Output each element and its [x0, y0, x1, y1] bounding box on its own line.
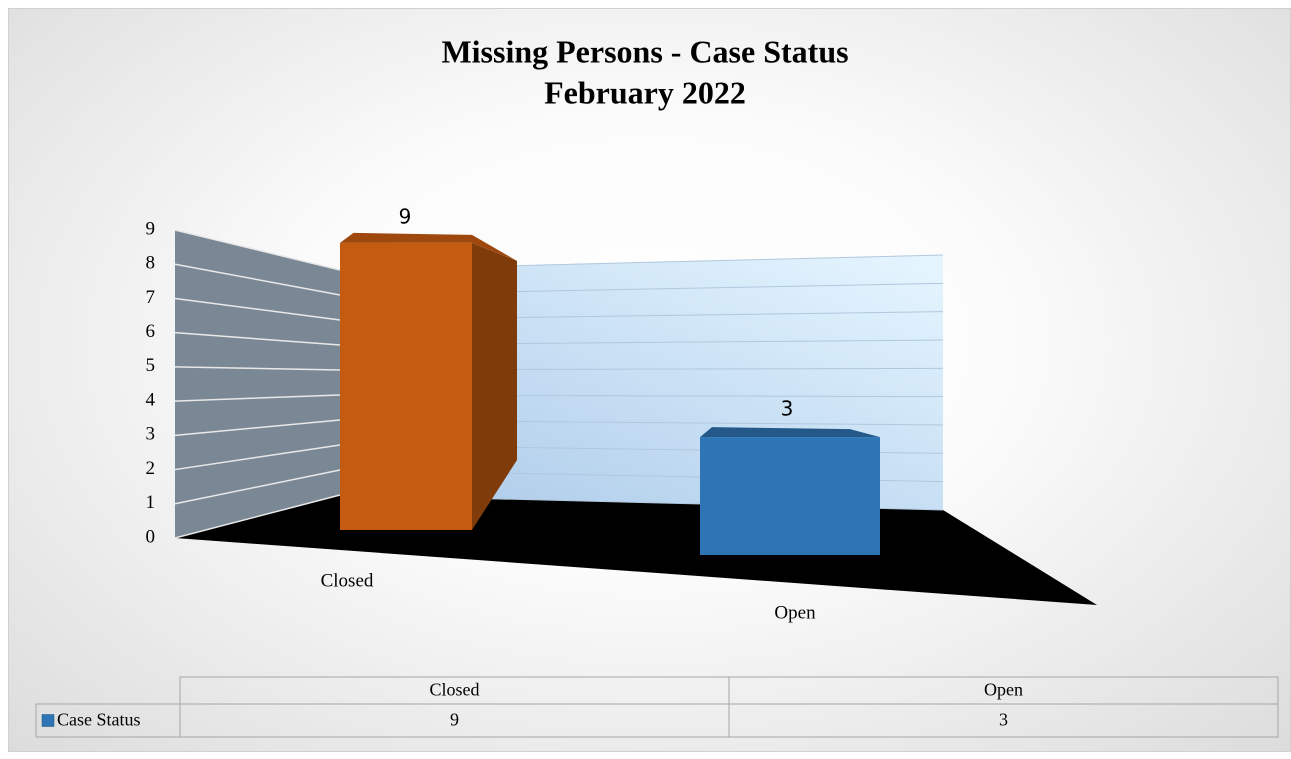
- grid-line: [174, 469, 341, 505]
- bar: [340, 242, 472, 530]
- grid-line: [174, 263, 341, 296]
- grid-line: [174, 331, 341, 346]
- y-tick-label: 7: [146, 287, 156, 308]
- grid-line: [174, 494, 341, 539]
- y-tick-label: 8: [146, 253, 156, 274]
- y-tick-label: 3: [146, 424, 156, 445]
- floor: [175, 495, 1097, 605]
- chart-subtitle: February 2022: [544, 74, 746, 110]
- grid-line: [174, 419, 341, 437]
- table-data-row: [35, 703, 1279, 738]
- y-tick-label: 6: [146, 321, 156, 342]
- legend-label: Case Status: [57, 710, 141, 730]
- y-tick-label: 0: [146, 526, 156, 547]
- data-label: 9: [399, 205, 412, 229]
- table-value: 9: [450, 710, 459, 730]
- legend-marker: [41, 714, 55, 727]
- y-tick-label: 5: [146, 355, 156, 376]
- x-tick-label: Open: [774, 602, 816, 623]
- bar: [700, 437, 880, 555]
- bar-top: [340, 232, 517, 261]
- y-tick-label: 2: [146, 458, 156, 479]
- table-header: Open: [984, 680, 1023, 700]
- y-tick-label: 1: [146, 492, 156, 513]
- y-tick-label: 4: [146, 389, 156, 410]
- grid-line: [174, 229, 341, 271]
- grid-line: [174, 444, 341, 471]
- grid-line: [174, 394, 341, 402]
- grid-line: [174, 297, 341, 321]
- x-tick-label: Closed: [321, 570, 374, 591]
- chart-title: Missing Persons - Case Status: [441, 33, 848, 69]
- data-label: 3: [781, 397, 794, 421]
- y-tick-label: 9: [146, 218, 156, 239]
- side-wall: [175, 230, 340, 538]
- bar-side: [472, 242, 517, 530]
- table-header: Closed: [429, 680, 479, 700]
- bar-top: [700, 427, 880, 438]
- grid-line: [174, 366, 341, 371]
- table-value: 3: [999, 710, 1008, 730]
